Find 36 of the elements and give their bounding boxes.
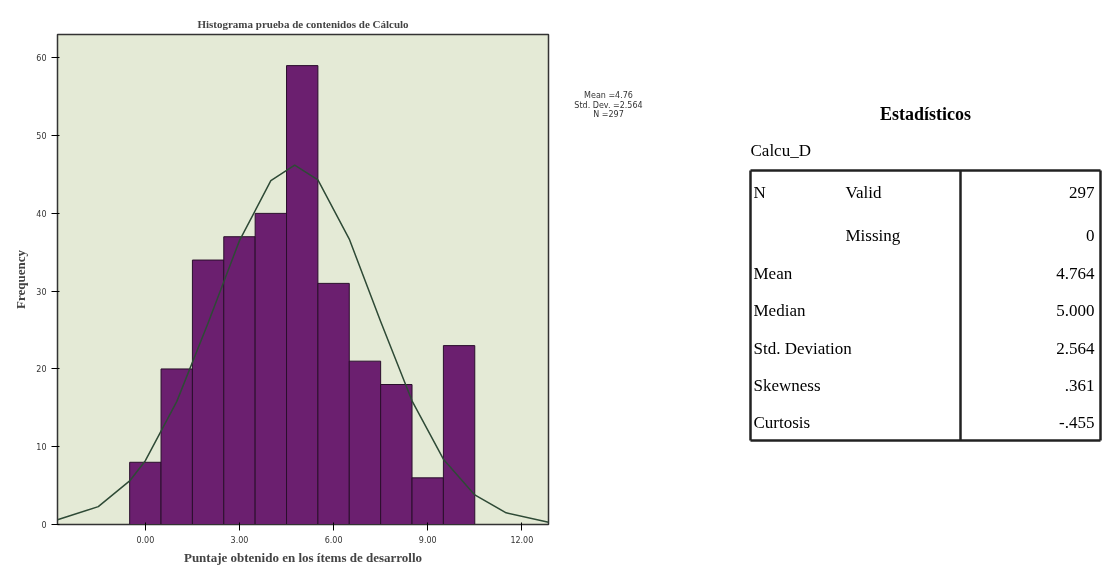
text: Skewness [753, 376, 821, 395]
y-tick-label: 0 [41, 521, 47, 530]
text: Calcu_D [750, 141, 811, 160]
text: Mean [753, 264, 793, 283]
text: 0 [1086, 226, 1095, 245]
x-axis-title: Puntaje obtenido en los ítems de desarrollo [183, 549, 423, 565]
line-series [57, 164, 549, 523]
text: Curtosis [753, 413, 811, 432]
text: -.455 [1059, 413, 1095, 432]
x-tick-label: 12.00 [510, 535, 534, 545]
text: Missing [845, 226, 901, 245]
text: Std. Deviation [753, 339, 853, 358]
y-tick-label: 10 [36, 443, 47, 453]
y-tick-label: 20 [36, 365, 47, 375]
text: Valid [845, 183, 882, 202]
text: Median [753, 301, 806, 320]
x-tick-label: 6.00 [324, 535, 343, 545]
text: N [753, 183, 766, 202]
y-tick-label: 40 [36, 209, 47, 219]
y-axis-title: Frequency [13, 249, 29, 309]
x-tick-label: 9.00 [418, 535, 437, 545]
y-tick-label: 50 [36, 132, 47, 142]
text: N =297 [593, 110, 624, 120]
x-tick-label: 3.00 [230, 535, 249, 545]
text: .361 [1064, 376, 1095, 395]
text: 5.000 [1056, 301, 1095, 320]
y-tick-label: 60 [36, 54, 47, 64]
text: 2.564 [1056, 339, 1095, 358]
text: Std. Dev. =2.564 [574, 100, 643, 110]
text: Mean =4.76 [584, 91, 633, 101]
text: 297 [1069, 183, 1095, 202]
text: Estadísticos [879, 103, 972, 124]
y-tick-label: 30 [36, 287, 47, 297]
chart-title: Histograma prueba de contenidos de Cálculo [197, 17, 410, 30]
x-tick-label: 0.00 [136, 535, 155, 545]
text: 4.764 [1056, 264, 1095, 283]
